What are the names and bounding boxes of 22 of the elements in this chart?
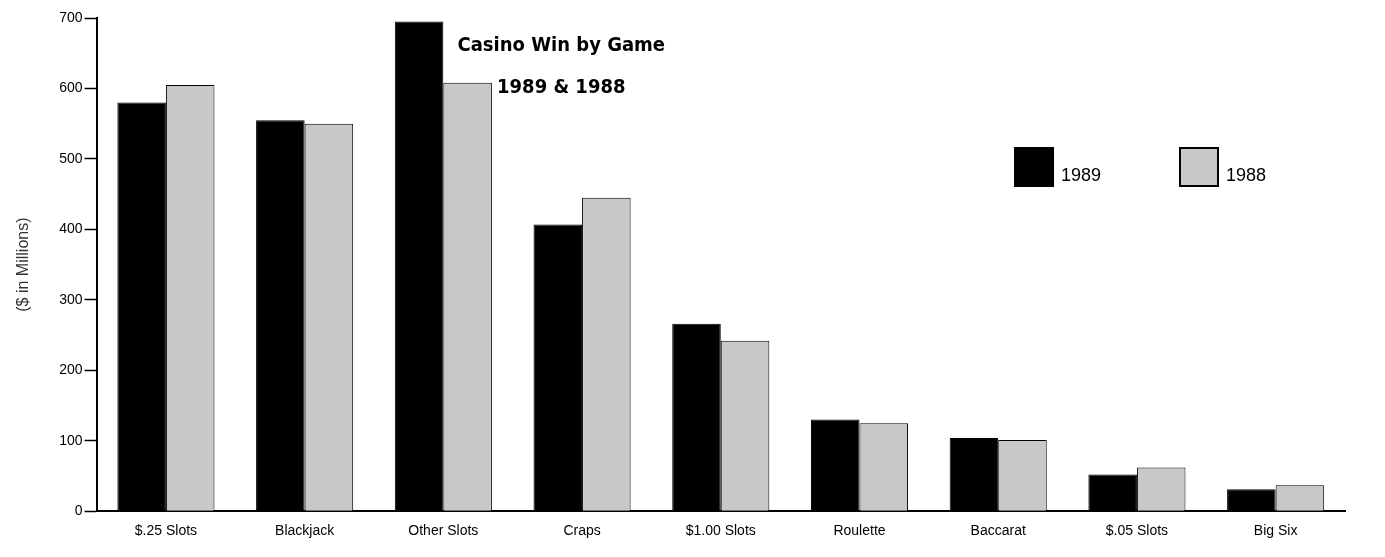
y-tick-label: 700: [59, 8, 83, 25]
legend-label: 1988: [1226, 164, 1267, 185]
y-tick-label: 500: [59, 149, 83, 166]
x-tick-label: Baccarat: [970, 522, 1026, 539]
x-tick-label: Other Slots: [408, 522, 479, 539]
x-tick-label: $.05 Slots: [1105, 522, 1169, 539]
y-tick-label: 100: [59, 431, 83, 448]
x-tick-label: Blackjack: [275, 522, 336, 539]
x-tick-label: Big Six: [1253, 522, 1298, 539]
y-tick-label: 0: [74, 502, 83, 519]
y-axis-title: ($ in Millions): [14, 217, 32, 312]
x-tick-label: Craps: [563, 522, 601, 539]
y-tick-label: 400: [59, 220, 83, 237]
text: Casino Win by Game: [457, 32, 665, 57]
y-tick-label: 300: [59, 290, 83, 307]
y-tick-label: 600: [59, 79, 83, 96]
x-tick-label: Roulette: [833, 522, 886, 539]
y-tick-label: 200: [59, 361, 83, 378]
legend-label: 1989: [1061, 164, 1102, 185]
x-tick-label: $1.00 Slots: [685, 522, 756, 539]
x-tick-label: $.25 Slots: [134, 522, 198, 539]
text: 1989 & 1988: [497, 74, 626, 99]
